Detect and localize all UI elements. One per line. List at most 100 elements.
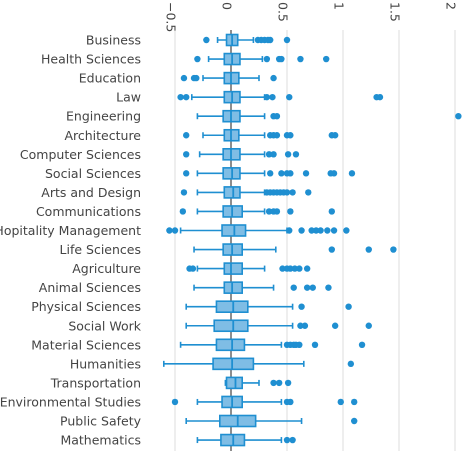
- outlier-point: [365, 322, 372, 329]
- outlier-point: [330, 170, 338, 177]
- outlier-point: [189, 265, 197, 272]
- box-agriculture: [186, 262, 311, 275]
- outlier-point: [267, 170, 274, 177]
- outlier-point: [270, 151, 277, 158]
- outlier-point: [179, 208, 187, 215]
- box-education: [180, 71, 277, 85]
- outlier-point: [345, 303, 352, 310]
- outlier-point: [278, 55, 285, 63]
- iqr-box: [212, 357, 255, 371]
- outlier-point: [296, 265, 303, 272]
- box-public-safety: [185, 414, 358, 428]
- category-label: Arts and Design: [41, 185, 141, 200]
- outlier-point: [265, 151, 273, 158]
- outlier-point: [166, 227, 173, 234]
- category-label: Agriculture: [72, 261, 141, 276]
- category-label: Life Sciences: [60, 242, 141, 257]
- outlier-point: [273, 132, 281, 139]
- outlier-point: [180, 189, 188, 196]
- outlier-point: [324, 227, 331, 234]
- iqr-box: [223, 186, 241, 199]
- category-label: Communications: [36, 204, 141, 219]
- outlier-point: [296, 341, 303, 348]
- category-label: Social Sciences: [45, 166, 141, 181]
- outlier-point: [312, 227, 320, 234]
- category-label: Animal Sciences: [39, 280, 141, 295]
- outlier-point: [287, 265, 294, 272]
- box-computer-sciences: [183, 148, 300, 161]
- iqr-box: [213, 319, 249, 333]
- outlier-point: [283, 189, 291, 196]
- category-labels: Business Health Sciences Education Law Engin…: [0, 33, 142, 448]
- box-business: [203, 33, 291, 47]
- category-label: Engineering: [66, 109, 141, 124]
- category-label: Computer Sciences: [20, 147, 141, 162]
- x-tick-label: 1.5: [388, 2, 403, 22]
- outlier-point: [317, 227, 324, 234]
- outlier-point: [323, 55, 330, 63]
- outlier-point: [358, 341, 366, 348]
- outlier-point: [365, 246, 372, 253]
- outlier-point: [287, 170, 294, 177]
- outlier-point: [351, 417, 358, 425]
- outlier-point: [303, 284, 311, 291]
- outlier-point: [347, 360, 355, 368]
- x-tick-label: 1: [332, 2, 347, 10]
- outlier-point: [183, 170, 190, 177]
- outlier-point: [180, 74, 188, 82]
- outlier-point: [390, 246, 397, 253]
- outlier-point: [263, 93, 271, 101]
- box-architecture: [183, 128, 339, 142]
- outlier-point: [297, 322, 304, 329]
- box-social-sciences: [183, 167, 356, 180]
- category-label: Law: [116, 90, 141, 105]
- iqr-box: [215, 338, 246, 352]
- outlier-point: [289, 436, 296, 444]
- outlier-point: [303, 265, 311, 272]
- x-axis-ticks: −0.5 0 0.5 1 1.5 2: [164, 2, 459, 32]
- outlier-point: [203, 36, 210, 44]
- outlier-point: [171, 227, 179, 234]
- outlier-point: [351, 398, 358, 406]
- box-communications: [179, 205, 335, 218]
- outlier-point: [328, 246, 335, 253]
- outlier-point: [286, 93, 293, 101]
- category-label: Material Sciences: [31, 337, 141, 352]
- outlier-point: [284, 151, 292, 158]
- outlier-point: [273, 208, 281, 215]
- outlier-point: [455, 113, 462, 120]
- outlier-point: [330, 227, 338, 234]
- category-label: Education: [79, 71, 141, 86]
- box-health-sciences: [194, 52, 330, 66]
- iqr-box: [223, 262, 243, 275]
- outlier-point: [275, 379, 283, 387]
- box-environmental-studies: [171, 395, 358, 409]
- x-tick-label: −0.5: [164, 2, 179, 32]
- box-hopitality-management: [166, 224, 350, 237]
- outlier-point: [343, 227, 350, 234]
- category-label: Hopitality Management: [0, 223, 141, 238]
- category-label: Health Sciences: [41, 52, 141, 67]
- category-label: Mathematics: [60, 433, 141, 448]
- iqr-box: [223, 281, 243, 294]
- outlier-point: [171, 398, 179, 406]
- outlier-point: [290, 284, 297, 291]
- outlier-point: [301, 322, 309, 329]
- box-material-sciences: [179, 338, 366, 352]
- box-animal-sciences: [193, 281, 332, 294]
- outlier-point: [331, 132, 339, 139]
- outlier-point: [348, 170, 356, 177]
- outlier-point: [267, 36, 274, 44]
- outlier-point: [292, 151, 300, 158]
- outlier-point: [183, 151, 190, 158]
- category-label: Physical Sciences: [31, 299, 141, 314]
- box-arts-and-design: [180, 186, 312, 199]
- box-social-work: [185, 319, 372, 333]
- outlier-point: [309, 284, 316, 291]
- outlier-point: [289, 189, 296, 196]
- category-label: Humanities: [70, 356, 141, 371]
- box-life-sciences: [193, 243, 397, 256]
- iqr-box: [215, 300, 249, 314]
- box-engineering: [196, 109, 462, 123]
